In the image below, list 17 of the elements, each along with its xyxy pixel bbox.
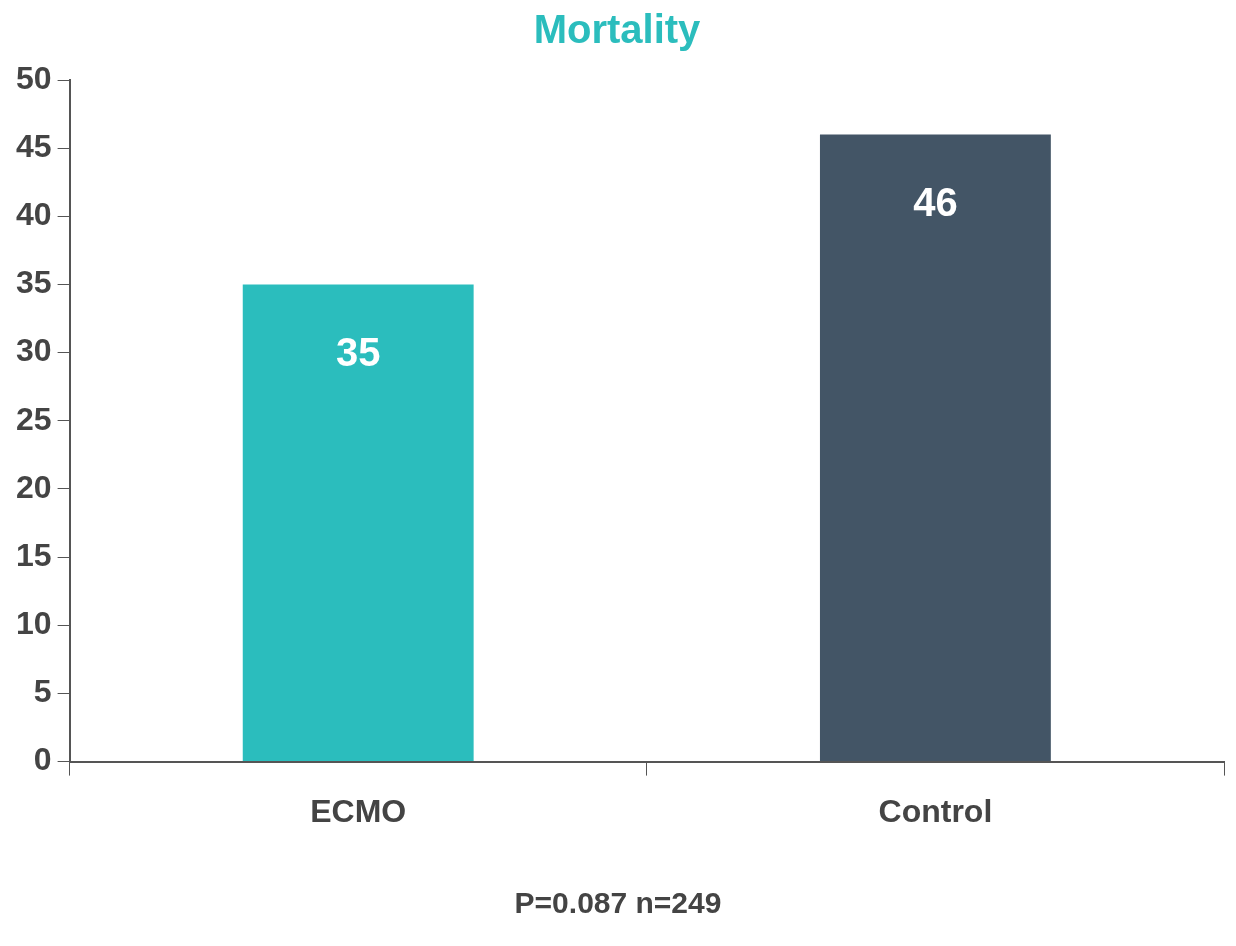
x-tick-label: Control xyxy=(878,792,993,829)
y-tick-label: 15 xyxy=(16,536,52,573)
data-label: 46 xyxy=(913,179,958,224)
chart-title: Mortality xyxy=(533,7,702,52)
y-tick-label: 0 xyxy=(33,741,52,778)
y-tick-label: 50 xyxy=(16,59,52,96)
text: P=0.087 n=249 xyxy=(513,886,723,920)
y-tick-label: 45 xyxy=(16,127,52,164)
data-label: 35 xyxy=(335,329,381,374)
y-tick-label: 40 xyxy=(16,196,52,233)
x-tick-label: ECMO xyxy=(310,792,407,829)
y-tick-label: 35 xyxy=(16,264,52,301)
y-tick-label: 5 xyxy=(33,673,52,710)
y-tick-label: 20 xyxy=(16,468,52,505)
y-tick-label: 10 xyxy=(16,605,52,642)
y-tick-label: 30 xyxy=(16,332,52,369)
y-tick-label: 25 xyxy=(16,400,52,437)
